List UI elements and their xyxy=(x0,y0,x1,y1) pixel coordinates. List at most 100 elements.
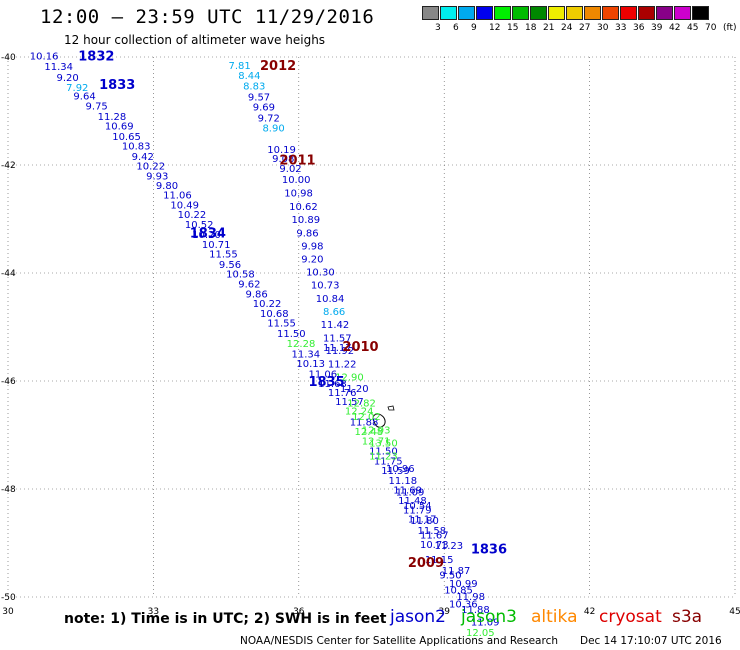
data-label-jason2: 11.69 xyxy=(393,486,422,497)
data-label-s3a: 11.87 xyxy=(442,566,471,577)
data-label-s3a: 13.50 xyxy=(369,439,398,450)
data-label-jason2: 9.93 xyxy=(146,171,168,182)
chart-title: 12:00 — 23:59 UTC 11/29/2016 xyxy=(40,6,375,28)
data-label-jason2: 11.80 xyxy=(410,516,439,527)
scale-swatch xyxy=(512,6,529,20)
x-tick-label: 30 xyxy=(2,607,14,617)
scale-label: 70 xyxy=(705,23,717,33)
scale-swatch xyxy=(602,6,619,20)
data-label-s3a: 8.44 xyxy=(238,71,260,82)
data-label-jason2: 10.20 xyxy=(192,230,221,241)
data-label-s3a: 11.92 xyxy=(325,346,354,357)
legend-item-jason2: jason2 xyxy=(390,607,446,627)
legend-item-altika: altika xyxy=(531,607,578,627)
data-label-s3a: 10.30 xyxy=(306,267,335,278)
scale-label: (ft) xyxy=(723,23,737,33)
data-label-jason2: 11.76 xyxy=(328,388,357,399)
pass-label: 2010 xyxy=(342,340,378,355)
data-label-s3a: 9.69 xyxy=(253,103,275,114)
data-label-jason2: 11.59 xyxy=(381,466,410,477)
data-label-s3a: 10.96 xyxy=(386,464,415,475)
scale-swatch xyxy=(458,6,475,20)
data-label-jason2: 11.50 xyxy=(277,329,306,340)
data-label-s3a: 9.86 xyxy=(296,229,318,240)
pass-label: 2011 xyxy=(279,154,315,169)
data-label-s3a: 11.09 xyxy=(471,617,500,628)
scale-swatch xyxy=(584,6,601,20)
y-tick-label: -46 xyxy=(1,377,16,387)
y-tick-label: -44 xyxy=(1,269,16,279)
data-label-jason2: 10.16 xyxy=(30,51,59,62)
data-label-jason2: 11.15 xyxy=(425,555,454,566)
data-label-jason2: 10.83 xyxy=(122,142,151,153)
data-label-s3a: 10.89 xyxy=(292,215,321,226)
data-label-s3a: 12.05 xyxy=(466,628,495,639)
legend-item-cryosat: cryosat xyxy=(599,607,662,627)
data-label-s3a: 10.19 xyxy=(267,145,296,156)
data-label-jason2: 12.28 xyxy=(287,339,316,350)
data-label-s3a: 10.99 xyxy=(449,579,478,590)
data-label-s3a: 8.66 xyxy=(323,307,345,318)
data-label-s3a: 10.98 xyxy=(284,189,313,200)
data-label-jason2: 7.92 xyxy=(66,83,88,94)
data-label-jason2: 11.88 xyxy=(350,418,379,429)
data-label-s3a: 12.02 xyxy=(352,412,381,423)
footnote: note: 1) Time is in UTC; 2) SWH is in fe… xyxy=(64,611,387,627)
data-label-jason2: 10.69 xyxy=(105,122,134,133)
data-label-jason2: 10.22 xyxy=(136,162,165,173)
scale-swatch xyxy=(692,6,709,20)
data-label-jason2: 11.18 xyxy=(388,476,417,487)
x-tick-label: 33 xyxy=(148,607,159,617)
scale-label: 21 xyxy=(543,23,555,33)
pass-label: 1835 xyxy=(308,375,344,390)
pass-label: 1834 xyxy=(190,227,226,242)
scale-label: 33 xyxy=(615,23,627,33)
data-label-jason2: 12.71 xyxy=(362,436,391,447)
data-label-s3a: 11.23 xyxy=(435,541,464,552)
data-label-s3a: 11.88 xyxy=(461,605,490,616)
pass-label: 2012 xyxy=(260,59,296,74)
data-label-jason2: 10.65 xyxy=(112,132,141,143)
x-tick-label: 39 xyxy=(438,607,450,617)
scale-swatch xyxy=(656,6,673,20)
scale-label: 3 xyxy=(435,23,441,33)
pass-labels: 1832 1833 1834 1835 1836 2012 2011 2010 2009 xyxy=(78,49,507,571)
data-label-jason2: 10.22 xyxy=(178,210,207,221)
data-label-jason2: 11.55 xyxy=(267,319,296,330)
data-label-jason2: 9.86 xyxy=(245,290,267,301)
data-label-s3a: 10.00 xyxy=(282,175,311,186)
scale-label: 27 xyxy=(579,23,591,33)
scale-swatch xyxy=(566,6,583,20)
data-label-jason2: 11.63 xyxy=(318,379,347,390)
data-label-jason2: 12.48 xyxy=(355,427,384,438)
data-label-s3a: 10.54 xyxy=(403,501,432,512)
scale-swatch xyxy=(530,6,547,20)
scale-label: 18 xyxy=(525,23,537,33)
data-label-jason2: 9.56 xyxy=(219,260,241,271)
data-label-s3a: 8.90 xyxy=(262,124,284,135)
data-label-s3a: 9.02 xyxy=(279,164,301,175)
data-label-jason2: 9.62 xyxy=(238,279,260,290)
data-label-s3a: 9.98 xyxy=(301,241,323,252)
data-label-jason2: 11.06 xyxy=(163,191,192,202)
data-label-s3a: 11.67 xyxy=(420,530,449,541)
data-label-s3a: 10.62 xyxy=(289,202,318,213)
land-outline xyxy=(372,405,395,428)
scale-swatch xyxy=(620,6,637,20)
data-label-jason2: 10.22 xyxy=(253,299,282,310)
data-label-jason2: 11.34 xyxy=(44,62,73,73)
axis-tick-labels: 30 33 36 39 42 45 -40 -42 -44 -46 -48 -50 xyxy=(1,53,740,617)
data-label-jason2: 10.49 xyxy=(170,200,199,211)
scale-label: 36 xyxy=(633,23,645,33)
data-label-s3a: 9.72 xyxy=(258,113,280,124)
data-label-jason2: 10.68 xyxy=(260,309,289,320)
data-label-s3a: 10.73 xyxy=(311,280,340,291)
data-label-s3a: 12.93 xyxy=(362,426,391,437)
data-label-jason2: 11.57 xyxy=(335,397,364,408)
footer-credit: NOAA/NESDIS Center for Satellite Applica… xyxy=(240,635,558,647)
data-label-s3a: 11.98 xyxy=(456,592,485,603)
data-label-s3a: 12.90 xyxy=(335,373,364,384)
scale-swatch xyxy=(548,6,565,20)
